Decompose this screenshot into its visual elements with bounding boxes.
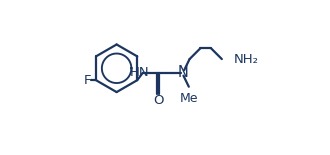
Text: Me: Me [180, 92, 198, 105]
Text: O: O [153, 94, 163, 107]
Text: HN: HN [130, 66, 149, 79]
Text: NH₂: NH₂ [233, 53, 258, 66]
Text: N: N [177, 65, 188, 80]
Text: F: F [84, 74, 92, 87]
